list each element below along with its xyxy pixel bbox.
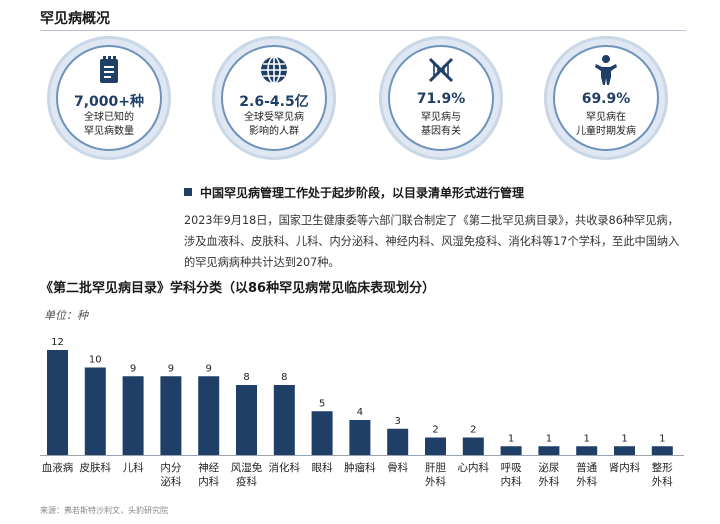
child-icon xyxy=(555,53,657,87)
category-label: 呼吸 xyxy=(501,462,522,474)
category-label: 泌尿 xyxy=(538,461,559,474)
category-label: 神经 xyxy=(198,461,219,474)
data-label: 2 xyxy=(470,425,476,436)
data-label: 1 xyxy=(508,433,514,444)
category-label: 外科 xyxy=(576,475,597,488)
bar xyxy=(500,446,522,455)
data-label: 8 xyxy=(281,372,287,383)
body-paragraph: 2023年9月18日，国家卫生健康委等六部门联合制定了《第二批罕见病目录》，共收… xyxy=(184,214,680,269)
source-note: 来源：弗若斯特沙利文，头豹研究院 xyxy=(40,506,168,515)
data-label: 10 xyxy=(89,355,102,366)
bar xyxy=(538,446,560,455)
data-label: 12 xyxy=(51,337,64,348)
stat-value: 7,000+种 xyxy=(73,94,144,110)
stat-card-genetic: 71.9% 罕见病与 基因有关 xyxy=(379,36,503,160)
page-title: 罕见病概况 xyxy=(40,11,110,27)
bar xyxy=(462,437,484,455)
category-label: 眼科 xyxy=(312,461,333,474)
stat-card-affected-population: 2.6-4.5亿 全球受罕见病 影响的人群 xyxy=(212,36,336,160)
category-label: 肝胆 xyxy=(425,462,446,474)
bar xyxy=(236,385,257,455)
category-label: 普通 xyxy=(576,461,597,474)
category-label: 泌科 xyxy=(160,475,181,488)
bar xyxy=(387,428,409,455)
data-label: 3 xyxy=(395,416,401,427)
bar xyxy=(576,446,598,455)
data-label: 1 xyxy=(659,433,665,444)
chart-unit-label: 单位：种 xyxy=(44,309,88,322)
category-label: 外科 xyxy=(652,475,673,488)
category-label: 外科 xyxy=(425,475,446,488)
category-label: 消化科 xyxy=(269,461,301,474)
stat-value: 2.6-4.5亿 xyxy=(239,94,309,110)
data-label: 9 xyxy=(206,363,212,374)
stat-value: 69.9% xyxy=(581,91,631,107)
dna-icon xyxy=(390,53,492,87)
data-label: 1 xyxy=(584,433,590,444)
stat-description: 罕见病与 基因有关 xyxy=(421,112,461,137)
chart-title: 《第二批罕见病目录》学科分类（以86种罕见病常见临床表现划分） xyxy=(40,281,436,296)
bullet-square-icon xyxy=(184,188,192,196)
data-label: 4 xyxy=(357,407,363,418)
stat-value: 71.9% xyxy=(416,91,466,107)
stat-card-childhood-onset: 69.9% 罕见病在 儿童时期发病 xyxy=(544,36,668,160)
bar xyxy=(349,420,371,455)
section-subheading: 中国罕见病管理工作处于起步阶段，以目录清单形式进行管理 xyxy=(184,184,524,201)
data-label: 8 xyxy=(243,372,249,383)
bar xyxy=(198,376,220,455)
bar xyxy=(122,376,144,455)
category-label: 血液病 xyxy=(42,461,74,474)
stat-description: 罕见病在 儿童时期发病 xyxy=(576,112,636,137)
stat-card-known-diseases: 7,000+种 全球已知的 罕见病数量 xyxy=(47,36,171,160)
data-label: 1 xyxy=(546,433,552,444)
category-label: 肾内科 xyxy=(609,461,641,474)
category-label: 肿瘤科 xyxy=(344,461,376,474)
category-label: 皮肤科 xyxy=(80,461,112,474)
category-label: 外科 xyxy=(538,475,559,488)
stat-description: 全球已知的 罕见病数量 xyxy=(84,112,134,137)
stat-description: 全球受罕见病 影响的人群 xyxy=(244,112,304,137)
bar xyxy=(311,411,333,455)
bar xyxy=(84,367,106,455)
bar xyxy=(47,350,68,455)
data-label: 2 xyxy=(432,425,438,436)
category-label: 风湿免 xyxy=(231,461,263,474)
bar xyxy=(614,446,635,455)
category-label: 内科 xyxy=(501,475,522,488)
bar xyxy=(273,385,295,455)
bar xyxy=(425,437,446,455)
data-label: 9 xyxy=(130,363,136,374)
bar xyxy=(651,446,673,455)
data-label: 5 xyxy=(319,398,325,409)
category-label: 疫科 xyxy=(236,475,257,488)
category-label: 儿科 xyxy=(123,461,144,474)
globe-icon xyxy=(223,53,325,87)
bar xyxy=(160,376,182,455)
header-divider xyxy=(40,30,686,31)
category-label: 内科 xyxy=(198,475,219,488)
category-label: 整形 xyxy=(652,461,673,474)
category-label: 骨科 xyxy=(387,461,408,474)
data-label: 9 xyxy=(168,363,174,374)
data-label: 1 xyxy=(621,433,627,444)
document-icon xyxy=(58,53,160,87)
category-label: 内分 xyxy=(160,461,181,474)
category-label: 心内科 xyxy=(458,461,490,474)
